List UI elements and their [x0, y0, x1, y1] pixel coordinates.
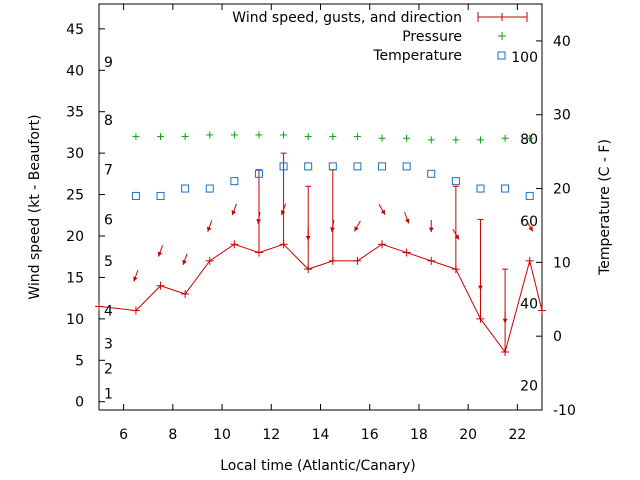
wind-direction-arrowhead — [305, 235, 311, 241]
wind-direction-arrowhead — [182, 259, 187, 265]
temperature-point — [525, 191, 534, 200]
wind-direction-arrowhead — [454, 234, 459, 240]
x-tick-label: 14 — [312, 427, 330, 443]
temperature-point — [254, 169, 263, 178]
y-tick-label: 25 — [66, 188, 84, 204]
x-tick-label: 8 — [168, 427, 177, 443]
x-tick-label: 12 — [262, 427, 280, 443]
legend-label-temperature: Temperature — [372, 48, 462, 64]
legend-label-pressure: Pressure — [402, 29, 462, 45]
beaufort-label: 1 — [104, 386, 113, 402]
temperature-point — [353, 162, 362, 171]
x-tick-label: 18 — [410, 427, 428, 443]
temperature-point — [304, 162, 313, 171]
temperature-point — [476, 184, 485, 193]
legend: Wind speed, gusts, and direction Pressur… — [232, 10, 528, 64]
y2-tick-label: -10 — [553, 403, 576, 419]
y2-tick-label: 10 — [553, 255, 571, 271]
y-tick-label: 15 — [66, 270, 84, 286]
temperature-point — [230, 177, 239, 186]
wind-direction-arrowhead — [157, 251, 163, 257]
wind-direction-arrowhead — [256, 218, 262, 224]
beaufort-label: 9 — [104, 55, 113, 71]
beaufort-label: 6 — [104, 212, 113, 228]
temperature-point — [131, 191, 140, 200]
plot-frame — [98, 3, 543, 411]
wind-direction-arrowhead — [478, 285, 483, 291]
temperature-point — [181, 184, 190, 193]
wind-direction-arrowhead — [380, 209, 386, 215]
fahrenheit-label: 80 — [520, 132, 538, 148]
ticks-layer: 6 8 10 12 14 16 18 20 22051015202530354045-10010… — [66, 4, 576, 443]
wind-direction-arrowhead — [528, 226, 533, 232]
series-layer — [95, 131, 546, 356]
temperature-point — [328, 162, 337, 171]
legend-swatch-pressure — [498, 32, 506, 40]
temperature-point — [205, 184, 214, 193]
y-tick-label: 20 — [66, 229, 84, 245]
y2-tick-label: 0 — [553, 329, 562, 345]
x-tick-label: 20 — [459, 427, 477, 443]
wind-direction-arrowhead — [404, 218, 410, 224]
temperature-point — [427, 169, 436, 178]
wind-direction-arrowhead — [231, 210, 237, 216]
fahrenheit-label: 60 — [520, 214, 538, 230]
fahrenheit-label: 40 — [520, 297, 538, 313]
wind-direction-arrowhead — [502, 318, 508, 324]
y2-axis-title: Temperature (C - F) — [597, 139, 613, 276]
wind-direction-arrowhead — [280, 210, 286, 216]
temperature-point — [402, 162, 411, 171]
x-tick-label: 22 — [508, 427, 526, 443]
x-tick-label: 10 — [213, 427, 231, 443]
y-tick-label: 45 — [66, 22, 84, 38]
y-tick-label: 0 — [75, 395, 84, 411]
legend-swatch-wind — [477, 12, 528, 22]
temperature-point — [279, 162, 288, 171]
wind-direction-arrowhead — [133, 276, 138, 282]
fahrenheit-label: 20 — [520, 379, 538, 395]
beaufort-label: 3 — [104, 337, 113, 353]
y-axis-title: Wind speed (kt - Beaufort) — [27, 114, 43, 299]
beaufort-label: 2 — [104, 362, 113, 378]
x-tick-label: 16 — [361, 427, 379, 443]
x-tick-label: 6 — [119, 427, 128, 443]
wind-direction-arrowhead — [206, 226, 212, 232]
y-tick-label: 40 — [66, 63, 84, 79]
temperature-point — [156, 191, 165, 200]
temperature-point — [378, 162, 387, 171]
temperature-point — [451, 177, 460, 186]
wind-direction-arrowhead — [330, 227, 335, 232]
y2-tick-label: 30 — [553, 108, 571, 124]
x-axis-title: Local time (Atlantic/Canary) — [220, 458, 416, 474]
fahrenheit-label: 100 — [511, 50, 538, 66]
beaufort-label: 5 — [104, 254, 113, 270]
y2-tick-label: 40 — [553, 34, 571, 50]
wind-speed-line — [98, 243, 543, 354]
y-tick-label: 30 — [66, 146, 84, 162]
y-tick-label: 35 — [66, 105, 84, 121]
temperature-point — [501, 184, 510, 193]
y2-tick-label: 20 — [553, 182, 571, 198]
beaufort-label: 7 — [104, 163, 113, 179]
y-tick-label: 10 — [66, 312, 84, 328]
legend-label-wind: Wind speed, gusts, and direction — [232, 10, 462, 26]
y-tick-label: 5 — [75, 353, 84, 369]
beaufort-label: 4 — [104, 304, 113, 320]
wind-direction-arrowhead — [354, 226, 359, 232]
beaufort-label: 8 — [104, 113, 113, 129]
legend-swatch-temperature — [497, 51, 506, 60]
wind-direction-arrowhead — [428, 227, 434, 233]
